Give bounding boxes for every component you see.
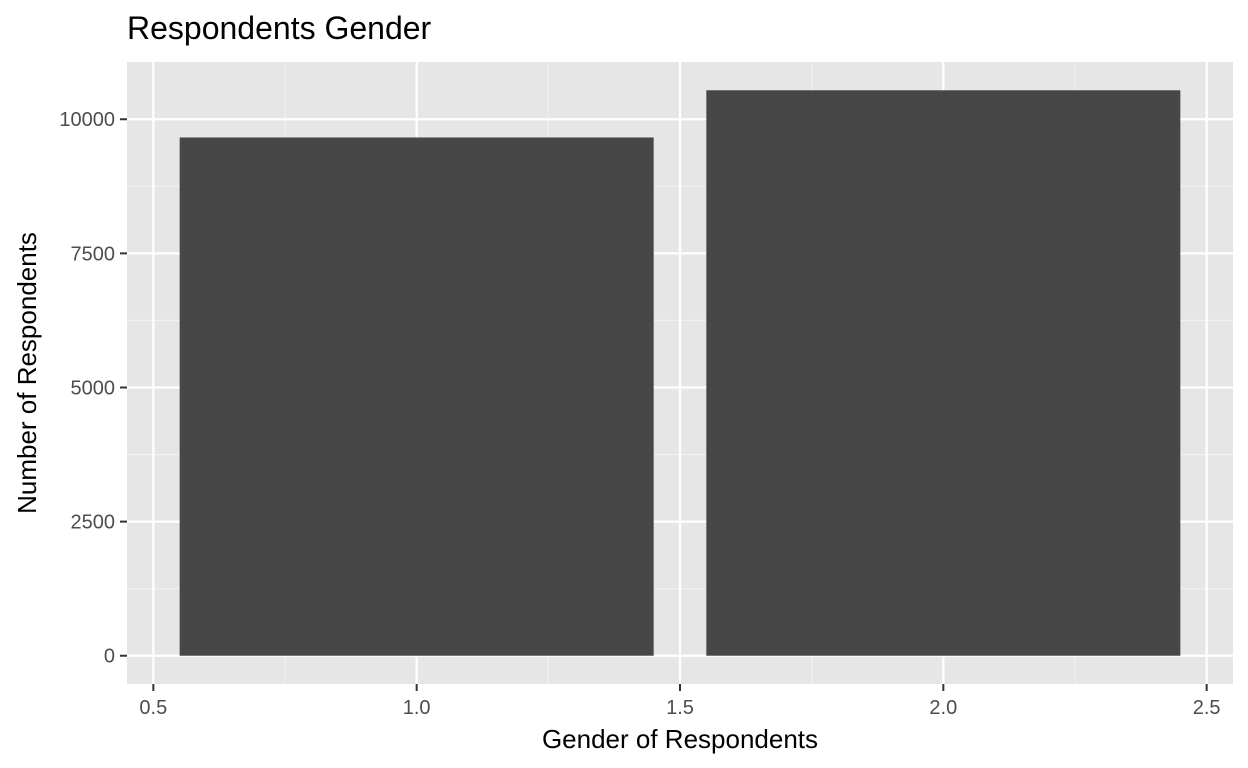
y-axis-title: Number of Respondents xyxy=(12,232,42,514)
chart-title: Respondents Gender xyxy=(127,10,432,46)
x-axis-title: Gender of Respondents xyxy=(542,724,818,754)
x-tick-label: 1.0 xyxy=(403,697,431,719)
bar-2 xyxy=(706,90,1181,656)
x-tick-label: 2.5 xyxy=(1193,697,1221,719)
y-axis: 0 2500 5000 7500 10000 xyxy=(59,109,127,668)
y-tick-label: 0 xyxy=(104,646,115,668)
bars xyxy=(179,90,1181,656)
y-tick-label: 7500 xyxy=(71,243,116,265)
x-tick-label: 1.5 xyxy=(666,697,694,719)
y-tick-label: 5000 xyxy=(71,377,116,399)
x-axis: 0.5 1.0 1.5 2.0 2.5 xyxy=(139,684,1221,719)
y-tick-label: 10000 xyxy=(59,109,115,131)
x-tick-label: 2.0 xyxy=(929,697,957,719)
x-tick-label: 0.5 xyxy=(139,697,167,719)
y-tick-label: 2500 xyxy=(71,512,116,534)
bar-1 xyxy=(179,137,654,656)
